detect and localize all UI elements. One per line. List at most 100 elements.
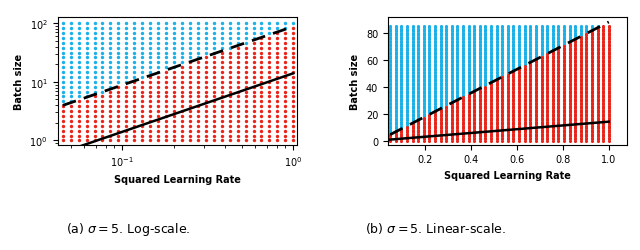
Point	[458, 128, 468, 132]
Point	[593, 82, 603, 86]
Point	[564, 56, 575, 60]
Point	[193, 95, 203, 99]
Point	[570, 135, 580, 139]
Point	[272, 76, 282, 80]
Point	[581, 87, 591, 91]
Point	[497, 108, 508, 112]
Point	[553, 112, 563, 116]
Point	[463, 38, 474, 42]
Point	[385, 80, 396, 84]
Point	[419, 65, 429, 69]
Point	[481, 66, 491, 70]
Point	[390, 81, 401, 85]
Point	[169, 71, 179, 75]
Point	[272, 114, 282, 118]
Point	[185, 71, 195, 75]
Point	[65, 61, 76, 65]
Point	[553, 96, 563, 100]
Point	[508, 57, 518, 61]
Point	[503, 114, 513, 117]
Point	[520, 122, 530, 126]
Point	[452, 138, 463, 142]
Point	[593, 32, 603, 36]
Point	[396, 104, 406, 108]
Point	[508, 41, 518, 45]
Point	[419, 61, 429, 65]
Point	[503, 81, 513, 85]
Point	[402, 30, 412, 34]
Point	[514, 42, 524, 46]
Point	[424, 57, 435, 61]
Point	[441, 30, 451, 34]
Point	[575, 122, 586, 126]
Point	[424, 139, 435, 143]
Point	[145, 71, 156, 75]
Point	[413, 118, 423, 122]
Point	[481, 119, 491, 123]
Point	[447, 78, 457, 82]
Point	[536, 66, 547, 70]
Point	[503, 122, 513, 126]
Point	[575, 135, 586, 139]
Point	[503, 127, 513, 131]
Point	[413, 25, 423, 29]
Point	[559, 127, 569, 131]
Point	[475, 138, 485, 142]
Point	[475, 28, 485, 32]
Point	[481, 78, 491, 82]
Point	[514, 130, 524, 134]
Point	[396, 123, 406, 127]
Point	[430, 65, 440, 69]
Point	[413, 96, 423, 100]
Point	[575, 85, 586, 89]
Point	[413, 139, 423, 143]
Point	[553, 34, 563, 38]
Point	[548, 92, 558, 96]
Point	[587, 104, 597, 108]
Point	[503, 115, 513, 119]
Point	[497, 53, 508, 57]
Point	[520, 66, 530, 70]
Point	[508, 126, 518, 130]
Point	[430, 104, 440, 108]
Point	[581, 114, 591, 117]
Point	[575, 61, 586, 65]
Point	[280, 56, 291, 60]
Point	[581, 139, 591, 143]
Point	[424, 33, 435, 37]
Point	[575, 139, 586, 143]
Point	[475, 88, 485, 92]
Point	[452, 139, 463, 143]
Point	[113, 22, 124, 26]
Point	[564, 60, 575, 64]
Point	[536, 74, 547, 78]
Point	[216, 105, 227, 109]
Point	[492, 65, 502, 69]
Point	[525, 116, 536, 120]
Point	[604, 128, 614, 132]
Point	[542, 102, 552, 105]
Point	[435, 40, 445, 44]
Point	[385, 68, 396, 72]
Point	[604, 28, 614, 32]
Point	[508, 77, 518, 81]
Point	[272, 100, 282, 104]
Point	[548, 72, 558, 76]
Point	[536, 123, 547, 127]
Point	[424, 77, 435, 81]
Point	[413, 82, 423, 86]
Point	[575, 68, 586, 72]
Point	[536, 106, 547, 110]
Point	[520, 128, 530, 132]
Point	[413, 54, 423, 58]
Point	[581, 100, 591, 104]
Point	[106, 32, 116, 36]
Point	[542, 119, 552, 123]
Point	[435, 91, 445, 95]
Point	[145, 56, 156, 60]
Point	[90, 66, 100, 70]
Point	[441, 111, 451, 115]
Point	[514, 60, 524, 64]
Point	[232, 46, 243, 50]
Point	[419, 70, 429, 74]
